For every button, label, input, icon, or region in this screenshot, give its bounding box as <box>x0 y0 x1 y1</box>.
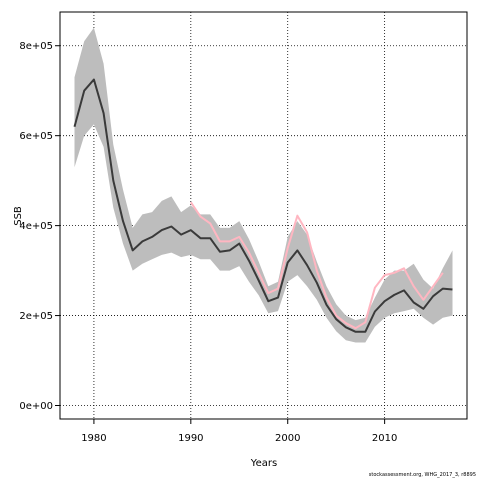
x-tick-label: 2000 <box>275 433 300 444</box>
grid-lines <box>60 12 467 419</box>
x-axis-ticks: 1980 1990 2000 2010 <box>81 419 397 444</box>
y-axis-title: SSB <box>13 206 24 226</box>
ssb-estimate-line <box>73 78 453 333</box>
confidence-band <box>74 27 453 343</box>
x-axis-title: Years <box>250 458 277 469</box>
y-tick-label: 6e+05 <box>19 131 53 142</box>
confidence-band-layer <box>74 27 453 343</box>
y-tick-label: 2e+05 <box>19 311 53 322</box>
x-tick-label: 2010 <box>372 433 397 444</box>
credit-text: stockassessment.org, WHG_2017_3, r8895 <box>368 472 476 478</box>
plot-frame <box>59 11 468 420</box>
y-tick-label: 0e+00 <box>19 401 53 412</box>
y-tick-label: 4e+05 <box>19 221 53 232</box>
x-tick-label: 1980 <box>81 433 106 444</box>
series-lines-layer <box>73 78 453 333</box>
x-tick-label: 1990 <box>178 433 203 444</box>
y-tick-label: 8e+05 <box>19 41 53 52</box>
y-axis-ticks: 0e+00 2e+05 4e+05 6e+05 8e+05 <box>19 41 60 412</box>
